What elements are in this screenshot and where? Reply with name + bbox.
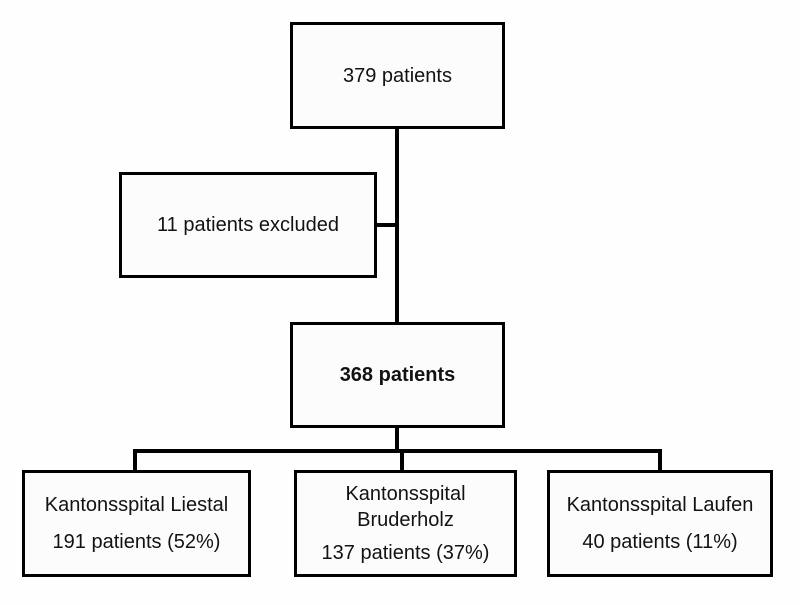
site-count: 40 patients (11%) [582, 531, 738, 553]
site-name: Kantonsspital Laufen [566, 494, 754, 516]
connector-branch-horizontal [133, 449, 662, 453]
connector-drop-liestal [133, 452, 137, 472]
connector-included-to-branch [395, 427, 399, 453]
node-site-bruderholz: Kantonsspital Bruderholz 137 patients (3… [294, 470, 517, 577]
site-count: 137 patients (37%) [321, 542, 490, 564]
site-count: 191 patients (52%) [52, 531, 221, 553]
node-total-label: 379 patients [343, 64, 452, 87]
node-included-patients: 368 patients [290, 322, 505, 428]
connector-total-to-included [395, 129, 399, 324]
connector-drop-bruderholz [400, 452, 404, 472]
node-excluded-patients: 11 patients excluded [119, 172, 377, 278]
node-total-patients: 379 patients [290, 22, 505, 129]
site-name: Kantonsspital Bruderholz [345, 483, 466, 531]
node-site-liestal: Kantonsspital Liestal 191 patients (52%) [22, 470, 251, 577]
node-excluded-label: 11 patients excluded [157, 214, 339, 236]
connector-drop-laufen [658, 452, 662, 472]
connector-excluded-branch [374, 223, 397, 227]
node-site-laufen: Kantonsspital Laufen 40 patients (11%) [547, 470, 773, 577]
site-name: Kantonsspital Liestal [44, 494, 229, 516]
node-included-label: 368 patients [339, 364, 456, 386]
